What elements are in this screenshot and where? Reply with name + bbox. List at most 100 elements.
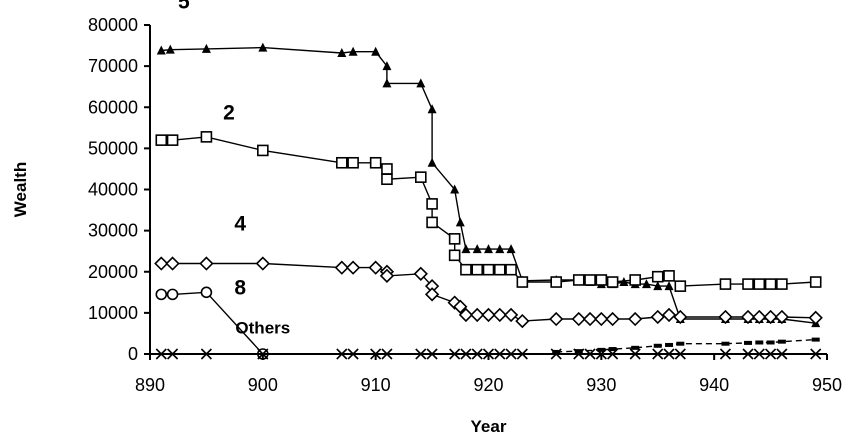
data-point — [345, 260, 361, 275]
data-point — [651, 270, 664, 283]
data-point — [742, 278, 754, 290]
data-point — [416, 78, 426, 88]
y-tick-label: 60000 — [88, 97, 138, 117]
y-tick-label: 10000 — [88, 303, 138, 323]
y-tick-label: 70000 — [88, 56, 138, 76]
data-point — [674, 280, 687, 292]
x-tick-label: 910 — [361, 375, 391, 395]
data-point — [382, 61, 392, 71]
x-tick-label: 920 — [473, 375, 503, 395]
y-tick-label: 20000 — [88, 262, 138, 282]
data-point — [156, 45, 166, 55]
y-tick-label: 0 — [128, 344, 138, 364]
data-point — [664, 281, 674, 291]
data-point — [166, 134, 179, 146]
x-tick-label: 900 — [248, 375, 278, 395]
data-point — [653, 281, 663, 291]
data-point — [379, 268, 395, 283]
data-point — [594, 311, 609, 327]
x-axis-title: Year — [471, 417, 507, 436]
data-point — [413, 266, 428, 281]
data-point — [628, 311, 643, 327]
data-point — [199, 256, 214, 271]
data-point — [448, 233, 461, 245]
data-point — [764, 278, 777, 290]
series-label-5: 5 — [178, 0, 190, 14]
series-label-4: 4 — [234, 213, 246, 236]
data-point — [369, 156, 382, 169]
data-point — [505, 263, 517, 276]
data-point — [461, 244, 471, 254]
data-point — [495, 244, 505, 254]
data-point — [334, 260, 349, 275]
data-point — [347, 156, 359, 169]
data-point — [776, 278, 788, 290]
plot-area — [154, 42, 823, 360]
data-point — [641, 279, 651, 289]
data-point — [165, 256, 180, 271]
data-point — [154, 256, 169, 271]
y-axis-ticks: 0 10000 20000 30000 40000 50000 60000 70000 8000… — [88, 15, 150, 364]
data-point — [470, 307, 485, 323]
data-point — [552, 349, 561, 354]
series-labels: 5 2 4 8 Others — [178, 0, 290, 337]
data-point — [752, 309, 767, 325]
data-point — [753, 278, 766, 290]
data-point — [471, 263, 484, 276]
x-tick-label: 930 — [586, 375, 616, 395]
data-point — [166, 288, 179, 301]
data-point — [663, 270, 675, 282]
data-point — [595, 274, 608, 286]
data-point — [515, 313, 530, 329]
data-point — [492, 307, 507, 323]
data-point — [503, 307, 519, 323]
y-tick-label: 40000 — [88, 180, 138, 200]
data-point — [631, 345, 640, 350]
data-point — [427, 157, 437, 167]
data-point — [721, 341, 730, 346]
data-point — [448, 249, 461, 262]
data-point — [763, 309, 778, 325]
data-point — [155, 134, 168, 146]
data-point — [653, 343, 662, 348]
data-point — [336, 156, 348, 169]
data-point — [550, 276, 563, 288]
data-point — [605, 311, 620, 327]
data-point — [811, 337, 820, 342]
data-point — [427, 104, 437, 114]
data-point — [744, 340, 753, 345]
data-point — [414, 171, 427, 183]
data-point — [676, 341, 685, 346]
x-tick-label: 890 — [135, 375, 165, 395]
series-label-others: Others — [235, 318, 290, 337]
data-point — [426, 216, 438, 229]
data-point — [673, 309, 688, 325]
data-point — [493, 263, 506, 276]
data-point — [381, 163, 393, 175]
data-point — [155, 288, 168, 301]
data-point — [481, 307, 496, 323]
series-label-8: 8 — [234, 276, 246, 299]
data-point — [549, 311, 564, 327]
data-point — [774, 309, 789, 325]
data-point — [740, 309, 756, 325]
series-4 — [154, 256, 823, 329]
data-point — [597, 347, 606, 352]
data-point — [371, 46, 381, 56]
data-point — [257, 144, 269, 157]
data-point — [665, 342, 674, 347]
data-point — [381, 173, 393, 186]
data-point — [201, 43, 211, 53]
x-tick-label: 950 — [812, 375, 842, 395]
data-point — [506, 244, 516, 254]
data-point — [661, 307, 677, 323]
series-label-2: 2 — [223, 102, 235, 125]
data-point — [453, 299, 468, 314]
data-point — [629, 274, 641, 286]
data-point — [458, 307, 474, 323]
data-point — [755, 340, 764, 345]
data-point — [608, 347, 617, 352]
y-tick-label: 50000 — [88, 138, 138, 158]
series-line — [161, 46, 816, 324]
